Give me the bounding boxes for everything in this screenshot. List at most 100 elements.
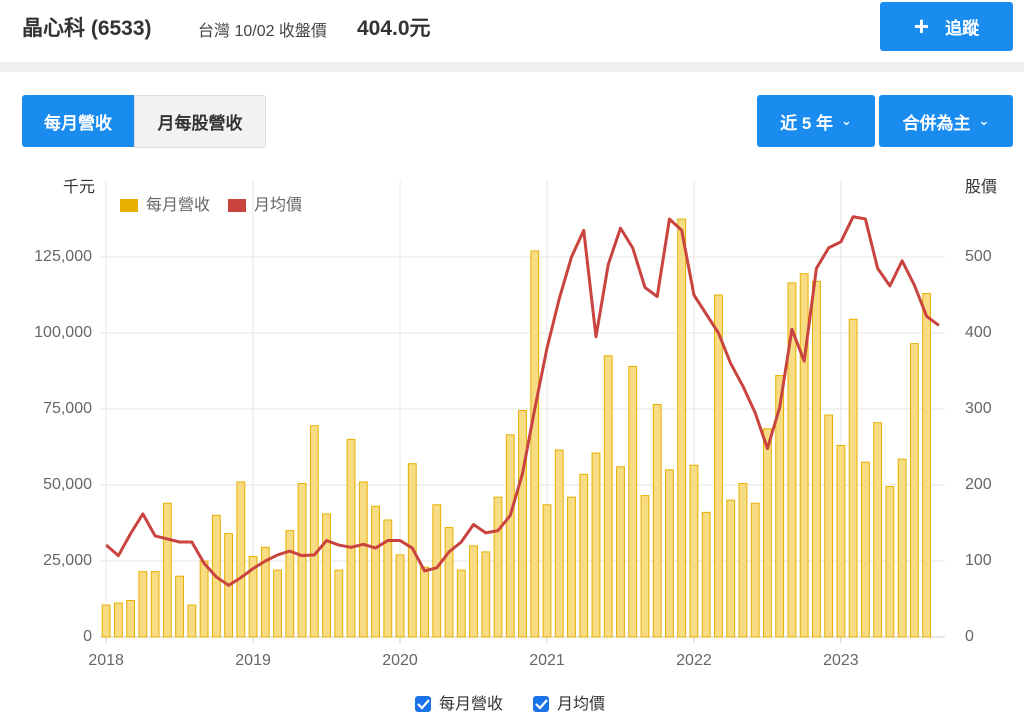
bar [591, 452, 601, 638]
y2-tick-label: 500 [965, 248, 992, 265]
bar [211, 514, 221, 638]
checkbox [533, 696, 549, 712]
tab-label: 每月營收 [44, 113, 112, 133]
stock-name: 晶心科 (6533) [22, 17, 152, 40]
bar [824, 414, 834, 638]
y-tick-label: 75,000 [43, 400, 92, 417]
bar [738, 482, 748, 638]
x-tick-label: 2018 [88, 652, 124, 669]
bar [273, 569, 282, 638]
bar [567, 496, 576, 638]
bar [505, 434, 515, 638]
bar [187, 604, 197, 638]
bar [175, 575, 185, 638]
bar [469, 545, 478, 638]
bar [836, 444, 846, 638]
y-tick-label: 0 [83, 628, 92, 645]
tab[interactable]: 月每股營收 [134, 95, 266, 148]
bar [346, 438, 356, 638]
legend-label: 月均價 [254, 196, 302, 214]
bar [224, 533, 234, 638]
follow-label: 追蹤 [945, 19, 980, 38]
bar [689, 464, 699, 638]
legend-label: 每月營收 [146, 196, 210, 214]
bar [236, 481, 246, 638]
bar [665, 469, 674, 638]
y2-tick-label: 400 [965, 324, 992, 341]
bar [407, 463, 417, 638]
checkbox-box [415, 696, 431, 712]
bar [248, 555, 258, 638]
y-tick-label: 50,000 [43, 476, 92, 493]
bar [603, 355, 613, 638]
bar [162, 502, 172, 638]
bar [493, 496, 503, 638]
bar [897, 458, 907, 638]
legend-swatch [228, 199, 246, 212]
bar [530, 250, 540, 638]
x-tick-label: 2019 [235, 652, 271, 669]
bar [701, 511, 711, 638]
bar [126, 600, 136, 638]
price: 404.0元 [357, 17, 431, 40]
bar [395, 554, 405, 638]
bar [358, 481, 368, 638]
x-tick-label: 2020 [382, 652, 418, 669]
y-axis-title: 千元 [63, 178, 95, 196]
tab-active[interactable]: 每月營收 [22, 95, 134, 147]
bar [199, 560, 209, 638]
bar [334, 569, 344, 638]
bar [922, 292, 932, 638]
bar [322, 513, 331, 638]
bar [371, 505, 380, 638]
x-tick-label: 2021 [529, 652, 565, 669]
bar [481, 551, 491, 638]
bar [677, 218, 687, 638]
bar [260, 546, 270, 638]
follow-button[interactable]: + 追蹤 [880, 2, 1013, 51]
bar [113, 602, 123, 638]
checkbox-box [533, 696, 549, 712]
dropdown-label: 合併為主 [902, 113, 971, 133]
bar [456, 569, 466, 638]
bar [799, 273, 809, 638]
bar [811, 280, 821, 638]
bar [150, 571, 160, 638]
y-tick-label: 125,000 [34, 248, 92, 265]
bar [885, 486, 895, 638]
bar [420, 566, 429, 638]
y2-tick-label: 0 [965, 628, 974, 645]
bar [138, 571, 148, 638]
bar [542, 504, 552, 638]
bar [726, 499, 736, 638]
bar [579, 473, 589, 638]
bar [383, 519, 393, 638]
range-dropdown[interactable]: 近 5 年 ⌄ [757, 95, 875, 147]
bar [787, 282, 797, 638]
market-info: 台灣 10/02 收盤價 [198, 23, 327, 40]
bar [873, 422, 883, 638]
dropdown-label: 近 5 年 [780, 113, 833, 133]
checkbox-tick [535, 699, 548, 710]
checkbox [415, 696, 431, 712]
bar [628, 365, 638, 638]
tab-label: 月每股營收 [157, 114, 243, 133]
bar [763, 428, 772, 638]
bar [432, 504, 442, 638]
checkbox-label: 月均價 [557, 695, 605, 713]
y2-tick-label: 100 [965, 552, 992, 569]
bar [309, 425, 319, 638]
bar [101, 604, 111, 638]
price-line [105, 215, 940, 587]
bar [554, 449, 564, 638]
checkbox-tick [417, 699, 430, 710]
basis-dropdown[interactable]: 合併為主 ⌄ [879, 95, 1013, 147]
bar [297, 482, 307, 638]
y2-tick-label: 200 [965, 476, 992, 493]
bar [909, 343, 919, 638]
y2-axis-title: 股價 [965, 178, 997, 196]
bar [848, 318, 858, 638]
bar [652, 403, 662, 638]
y-tick-label: 100,000 [34, 324, 92, 341]
bar [714, 294, 723, 638]
